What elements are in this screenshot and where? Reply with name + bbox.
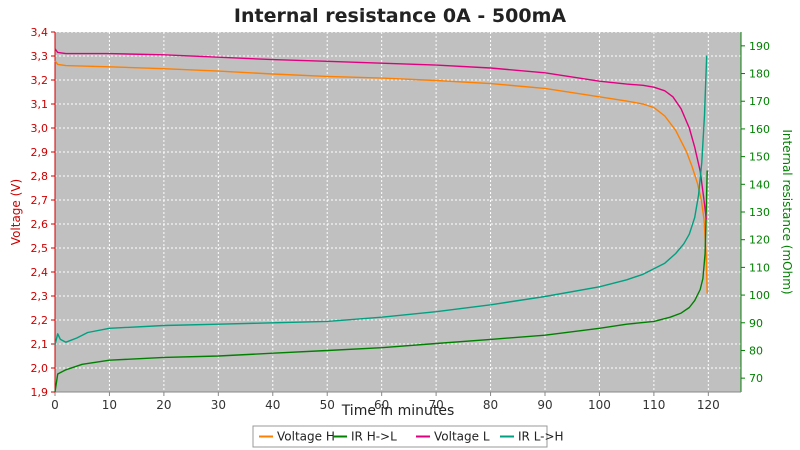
y-right-tick-label: 180 (749, 68, 770, 81)
y-left-tick-label: 3,0 (31, 122, 49, 135)
y-left-tick-label: 3,4 (31, 26, 49, 39)
x-tick-label: 120 (697, 398, 720, 412)
legend-label-voltage-l: Voltage L (434, 430, 490, 444)
x-axis-title: Time in minutes (341, 403, 455, 419)
y-right-tick-label: 100 (749, 289, 770, 302)
series-line-ir-h-l (54, 170, 708, 393)
y-left-tick-label: 2,2 (31, 314, 49, 327)
y-left-tick-label: 2,9 (31, 146, 49, 159)
x-tick-label: 0 (51, 398, 59, 412)
y-axis-left-title: Voltage (V) (9, 179, 23, 245)
y-right-tick-label: 90 (749, 317, 763, 330)
x-tick-label: 40 (265, 398, 280, 412)
series-line-ir-l-h (54, 55, 708, 346)
legend-label-voltage-h: Voltage H (277, 430, 335, 444)
x-tick-label: 20 (156, 398, 171, 412)
y-right-tick-label: 190 (749, 40, 770, 53)
legend-label-ir-l-h: IR L->H (518, 430, 564, 444)
chart-title: Internal resistance 0A - 500mA (234, 5, 566, 27)
y-left-tick-label: 3,3 (31, 50, 49, 63)
y-left-tick-label: 2,5 (31, 242, 49, 255)
x-tick-label: 30 (211, 398, 226, 412)
y-left-tick-label: 2,6 (31, 218, 49, 231)
series-line-voltage-h (54, 60, 708, 294)
y-left-tick-label: 2,0 (31, 362, 49, 375)
y-right-tick-label: 120 (749, 234, 770, 247)
y-left-tick-label: 2,7 (31, 194, 49, 207)
y-left-tick-label: 1,9 (31, 386, 49, 399)
y-left-tick-label: 2,4 (31, 266, 49, 279)
legend-label-ir-h-l: IR H->L (351, 430, 397, 444)
y-left-tick-label: 2,8 (31, 170, 49, 183)
y-right-tick-label: 140 (749, 178, 770, 191)
x-tick-label: 10 (102, 398, 117, 412)
y-right-tick-label: 70 (749, 372, 763, 385)
y-right-tick-label: 130 (749, 206, 770, 219)
y-left-tick-label: 3,1 (31, 98, 49, 111)
axes: 0 10 20 30 40 50 60 70 80 90 100 110 120 1,9 2,0 2,1 2,2… (31, 26, 771, 412)
y-left-tick-label: 3,2 (31, 74, 49, 87)
x-tick-label: 90 (537, 398, 552, 412)
series-layer (54, 48, 708, 393)
legend-box (252, 425, 548, 448)
x-tick-label: 80 (483, 398, 498, 412)
x-tick-label: 60 (374, 398, 389, 412)
y-axis-right-title: Internal resistance (mOhm) (780, 129, 794, 294)
legend: Voltage H IR H->L Voltage L IR L->H (252, 425, 564, 448)
x-tick-label: 70 (428, 398, 443, 412)
series-line-voltage-l (54, 48, 707, 220)
x-tick-label: 50 (320, 398, 335, 412)
y-right-tick-label: 150 (749, 151, 770, 164)
plot-area (55, 32, 741, 392)
y-right-tick-label: 80 (749, 344, 763, 357)
grid-lines (54, 31, 741, 393)
y-left-tick-label: 2,1 (31, 338, 49, 351)
y-left-tick-label: 2,3 (31, 290, 49, 303)
y-right-tick-label: 160 (749, 123, 770, 136)
y-right-tick-label: 170 (749, 95, 770, 108)
x-tick-label: 110 (642, 398, 665, 412)
y-right-tick-label: 110 (749, 261, 770, 274)
x-tick-label: 100 (588, 398, 611, 412)
